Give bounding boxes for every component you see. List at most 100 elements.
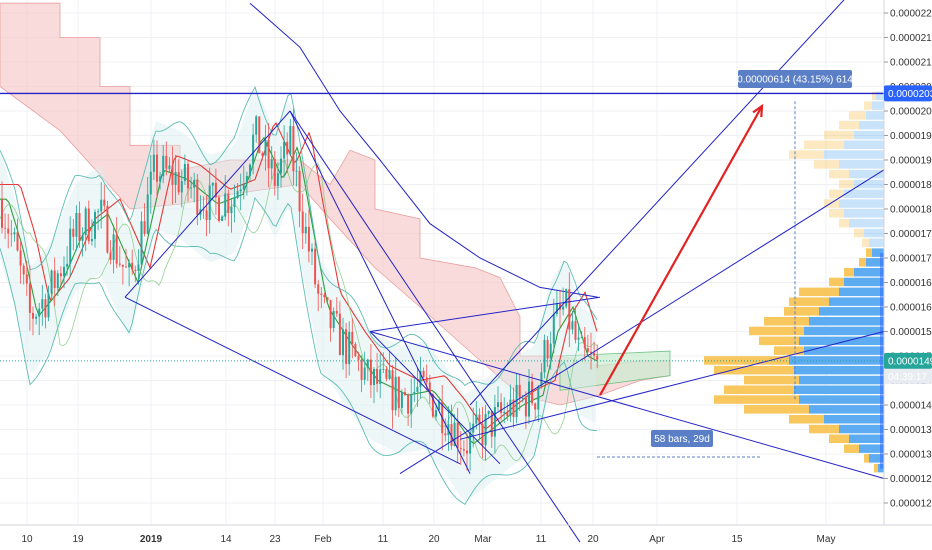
- candle-body: [171, 165, 174, 185]
- candle-body: [345, 329, 348, 365]
- profile-bar-buy: [844, 189, 884, 198]
- candle-body: [97, 211, 100, 213]
- candle-body: [81, 235, 84, 241]
- candle-body: [549, 343, 552, 359]
- candle-body: [280, 158, 282, 174]
- candle-body: [227, 193, 230, 214]
- candle-body: [112, 234, 115, 260]
- profile-bar-buy: [859, 120, 884, 130]
- candle-body: [32, 312, 34, 319]
- candle-body: [4, 227, 7, 229]
- profile-bar-sell: [829, 209, 844, 218]
- profile-bar-buy: [799, 395, 884, 404]
- y-tick-label: 0.00001400: [890, 401, 932, 412]
- y-axis: 0.000022000.000021500.000021000.00002050…: [883, 0, 932, 525]
- profile-bar-sell: [864, 454, 869, 463]
- band-lower-line: [0, 196, 598, 506]
- profile-bar-sell: [829, 169, 849, 179]
- candle-body: [134, 269, 137, 271]
- candle-body: [369, 359, 372, 386]
- x-tick-label: Feb: [314, 534, 332, 545]
- profile-bar-buy: [864, 228, 884, 238]
- profile-bar-buy: [866, 258, 884, 267]
- candle-body: [208, 185, 211, 220]
- candle-body: [193, 179, 196, 188]
- upper-level-label-box: [884, 85, 932, 102]
- candle-body: [301, 211, 304, 234]
- profile-bar-sell: [814, 160, 839, 169]
- candle-body: [342, 329, 344, 356]
- candle-body: [348, 331, 351, 365]
- candle-body: [450, 424, 453, 446]
- profile-bar-sell: [829, 277, 844, 287]
- profile-bar-sell: [744, 405, 809, 414]
- candle-body: [326, 297, 329, 301]
- candle-body: [50, 270, 53, 294]
- profile-bar-buy: [824, 150, 884, 159]
- ichimoku-cloud: [0, 2, 671, 502]
- profile-bar-sell: [724, 385, 794, 394]
- candle-body: [221, 216, 224, 221]
- profile-bar-sell: [809, 424, 839, 434]
- candle-body: [35, 316, 38, 319]
- candle-body: [233, 197, 236, 207]
- candle-body: [562, 306, 565, 310]
- profile-bar-sell: [866, 248, 872, 257]
- candle-body: [289, 126, 292, 155]
- candle-body: [388, 370, 391, 379]
- trendline-wedge-bottom: [369, 331, 501, 465]
- profile-bar-sell: [824, 130, 854, 140]
- x-tick-label: 2019: [140, 534, 163, 545]
- profile-bar-buy: [809, 405, 884, 414]
- trendline-down: [369, 331, 885, 479]
- y-tick-label: 0.00001750: [890, 229, 932, 240]
- candle-body: [103, 199, 106, 206]
- candle-body: [391, 370, 394, 411]
- profile-bar-buy: [859, 444, 884, 453]
- candle-body: [431, 394, 434, 417]
- profile-bar-buy: [876, 91, 884, 101]
- candle-body: [475, 414, 478, 424]
- candle-body: [376, 369, 379, 384]
- candle-body: [400, 392, 403, 408]
- candle-body: [128, 262, 131, 268]
- profile-bar-buy: [844, 140, 884, 149]
- overlays: [0, 92, 884, 458]
- candle-body: [484, 414, 487, 446]
- x-tick-label: 19: [72, 534, 84, 545]
- volume-profile: [704, 91, 884, 473]
- y-tick-label: 0.00001700: [890, 254, 932, 265]
- candle-body: [590, 351, 592, 353]
- countdown-label: 04:39:17: [888, 372, 927, 383]
- candle-body: [528, 381, 530, 417]
- trendline-steep-ext: [289, 110, 581, 543]
- profile-bar-sell: [829, 189, 844, 198]
- profile-bar-sell: [844, 268, 854, 277]
- profile-bar-sell: [714, 365, 794, 375]
- candle-body: [509, 399, 512, 417]
- y-tick-label: 0.00001800: [890, 205, 932, 216]
- candle-body: [366, 359, 369, 368]
- candle-body: [416, 386, 419, 392]
- candle-body: [13, 232, 16, 235]
- candle-body: [571, 321, 574, 330]
- candle-body: [25, 274, 28, 284]
- profile-bar-sell: [839, 218, 849, 228]
- profile-bar-sell: [799, 287, 839, 297]
- candle-body: [410, 394, 413, 414]
- candle-body: [28, 283, 31, 313]
- candle-body: [586, 348, 589, 352]
- candle-body: [90, 238, 93, 242]
- profile-bar-sell: [789, 297, 829, 306]
- profile-bar-sell: [829, 434, 849, 443]
- profile-bar-buy: [869, 454, 884, 463]
- candle-body: [497, 402, 499, 407]
- x-tick-label: 10: [21, 534, 33, 545]
- candle-body: [459, 447, 462, 450]
- profile-bar-sell: [854, 228, 864, 238]
- candle-body: [87, 208, 90, 242]
- profile-bar-sell: [839, 179, 854, 189]
- candle-body: [425, 377, 428, 383]
- trendline-channel-lower: [459, 331, 885, 440]
